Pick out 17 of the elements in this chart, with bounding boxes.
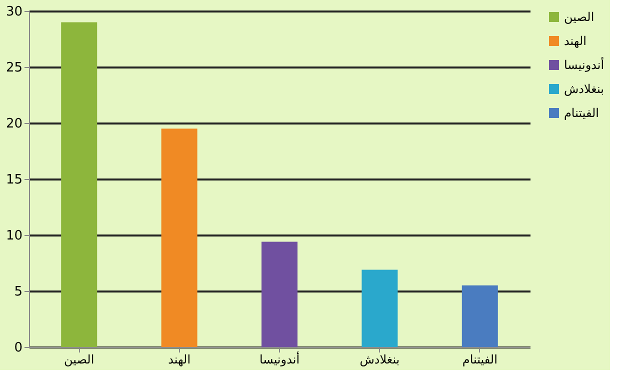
y-tick-label: 25	[6, 60, 22, 76]
y-tick-label: 5	[14, 284, 22, 300]
y-tick-label: 30	[6, 4, 22, 20]
y-tick-label: 0	[14, 340, 22, 356]
y-tick-label: 10	[6, 228, 22, 244]
y-tick-label: 15	[6, 172, 22, 188]
x-tick-label: الهند	[168, 352, 191, 366]
y-tick-label: 20	[6, 116, 22, 132]
legend-label: الصين	[564, 10, 594, 24]
legend-label: الفيتنام	[564, 106, 600, 120]
x-tick-label: الصين	[64, 352, 94, 366]
legend-label: الهند	[564, 34, 586, 48]
x-tick-label: الفيتنام	[462, 352, 498, 366]
x-tick-label: أندونيسا	[259, 352, 300, 366]
x-tick-label: بنغلادش	[360, 352, 400, 366]
legend-label: أندونيسا	[564, 57, 604, 72]
legend-label: بنغلادش	[564, 82, 604, 96]
